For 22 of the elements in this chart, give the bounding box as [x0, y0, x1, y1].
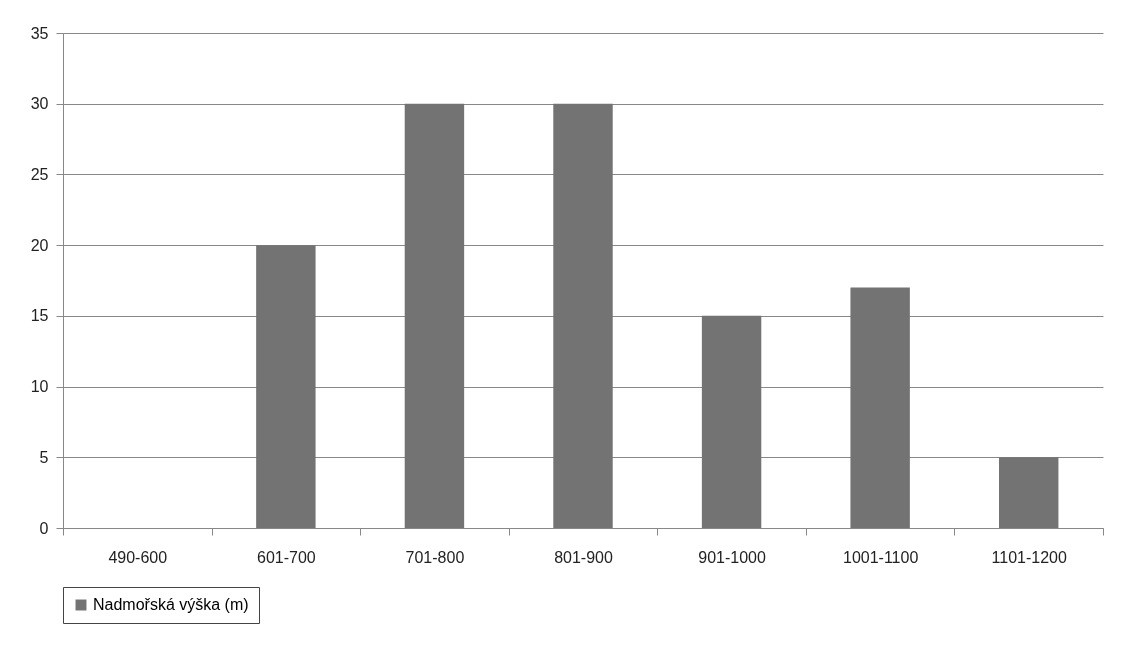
y-tick-label: 0: [39, 519, 49, 537]
y-tick-label: 35: [30, 24, 49, 42]
x-tick-label: 1001-1100: [842, 548, 919, 566]
bar: [850, 287, 910, 528]
x-tick-label: 701-800: [405, 548, 465, 566]
bar: [999, 457, 1059, 528]
bar: [701, 315, 762, 528]
y-tick-label: 15: [30, 307, 49, 325]
y-tick-label: 5: [39, 448, 49, 466]
x-tick-label: 1101-1200: [991, 548, 1067, 566]
y-tick-label: 10: [30, 378, 49, 396]
y-tick-label: 30: [30, 95, 49, 113]
x-tick-label: 601-700: [257, 548, 316, 566]
x-tick-label: 490-600: [108, 548, 168, 566]
bar: [553, 103, 613, 528]
x-tick-label: 901-1000: [698, 548, 766, 566]
y-tick-label: 20: [30, 236, 49, 254]
bar: [404, 103, 465, 528]
x-tick-label: 801-900: [554, 548, 613, 566]
y-tick-label: 25: [30, 165, 49, 183]
bar: [256, 245, 316, 528]
legend-label: Nadmořská výška (m): [93, 596, 249, 613]
